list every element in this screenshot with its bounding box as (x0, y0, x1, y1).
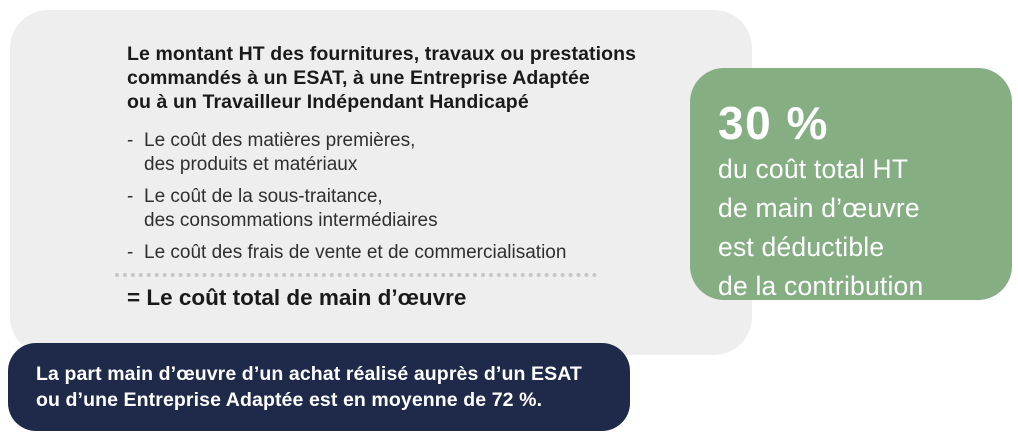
deduction-line: du coût total HT (718, 154, 909, 184)
list-item-line: des produits et matériaux (144, 154, 358, 175)
dash-bullet: - (127, 242, 134, 263)
note-line: La part main d’œuvre d’un achat réalisé … (36, 363, 582, 385)
percent-value: 30 % (718, 97, 829, 149)
note-line: ou d’une Entreprise Adaptée est en moyen… (36, 389, 543, 411)
cost-breakdown-card: Le montant HT des fournitures, travaux o… (10, 10, 752, 355)
card-title-line: Le montant HT des fournitures, travaux o… (127, 43, 637, 65)
total-labour-cost-line: = Le coût total de main d’œuvre (127, 285, 467, 310)
list-item-sales-costs: - Le coût des frais de vente et de comme… (127, 241, 752, 265)
list-item-raw-materials: - Le coût des matières premières, des pr… (127, 129, 752, 177)
list-item-subcontracting: - Le coût de la sous-traitance, des cons… (127, 185, 752, 233)
card-title-line: commandés à un ESAT, à une Entreprise Ad… (127, 67, 590, 89)
deduction-line: est déductible (718, 232, 885, 262)
list-item-text: Le coût des frais de vente et de commerc… (144, 241, 566, 265)
list-item-line: Le coût des frais de vente et de commerc… (144, 242, 567, 263)
list-item-line: Le coût des matières premières, (144, 130, 416, 151)
deduction-line: de main d’œuvre (718, 193, 920, 223)
deduction-line: de la contribution (718, 271, 924, 301)
card-title: Le montant HT des fournitures, travaux o… (127, 42, 752, 114)
deduction-description: du coût total HT de main d’œuvre est déd… (718, 150, 1012, 306)
card-title-line: ou à un Travailleur Indépendant Handicap… (127, 91, 529, 113)
list-item-text: Le coût des matières premières, des prod… (144, 129, 415, 177)
dash-bullet: - (127, 130, 134, 151)
list-item-text: Le coût de la sous-traitance, des consom… (144, 185, 438, 233)
cost-list: - Le coût des matières premières, des pr… (127, 129, 752, 265)
esat-average-note-box: La part main d’œuvre d’un achat réalisé … (8, 343, 630, 431)
list-item-line: des consommations intermédiaires (144, 210, 438, 231)
dotted-divider (115, 273, 597, 277)
dash-bullet: - (127, 186, 134, 207)
list-item-line: Le coût de la sous-traitance, (144, 186, 383, 207)
deduction-highlight-box: 30 % du coût total HT de main d’œuvre es… (690, 68, 1012, 301)
